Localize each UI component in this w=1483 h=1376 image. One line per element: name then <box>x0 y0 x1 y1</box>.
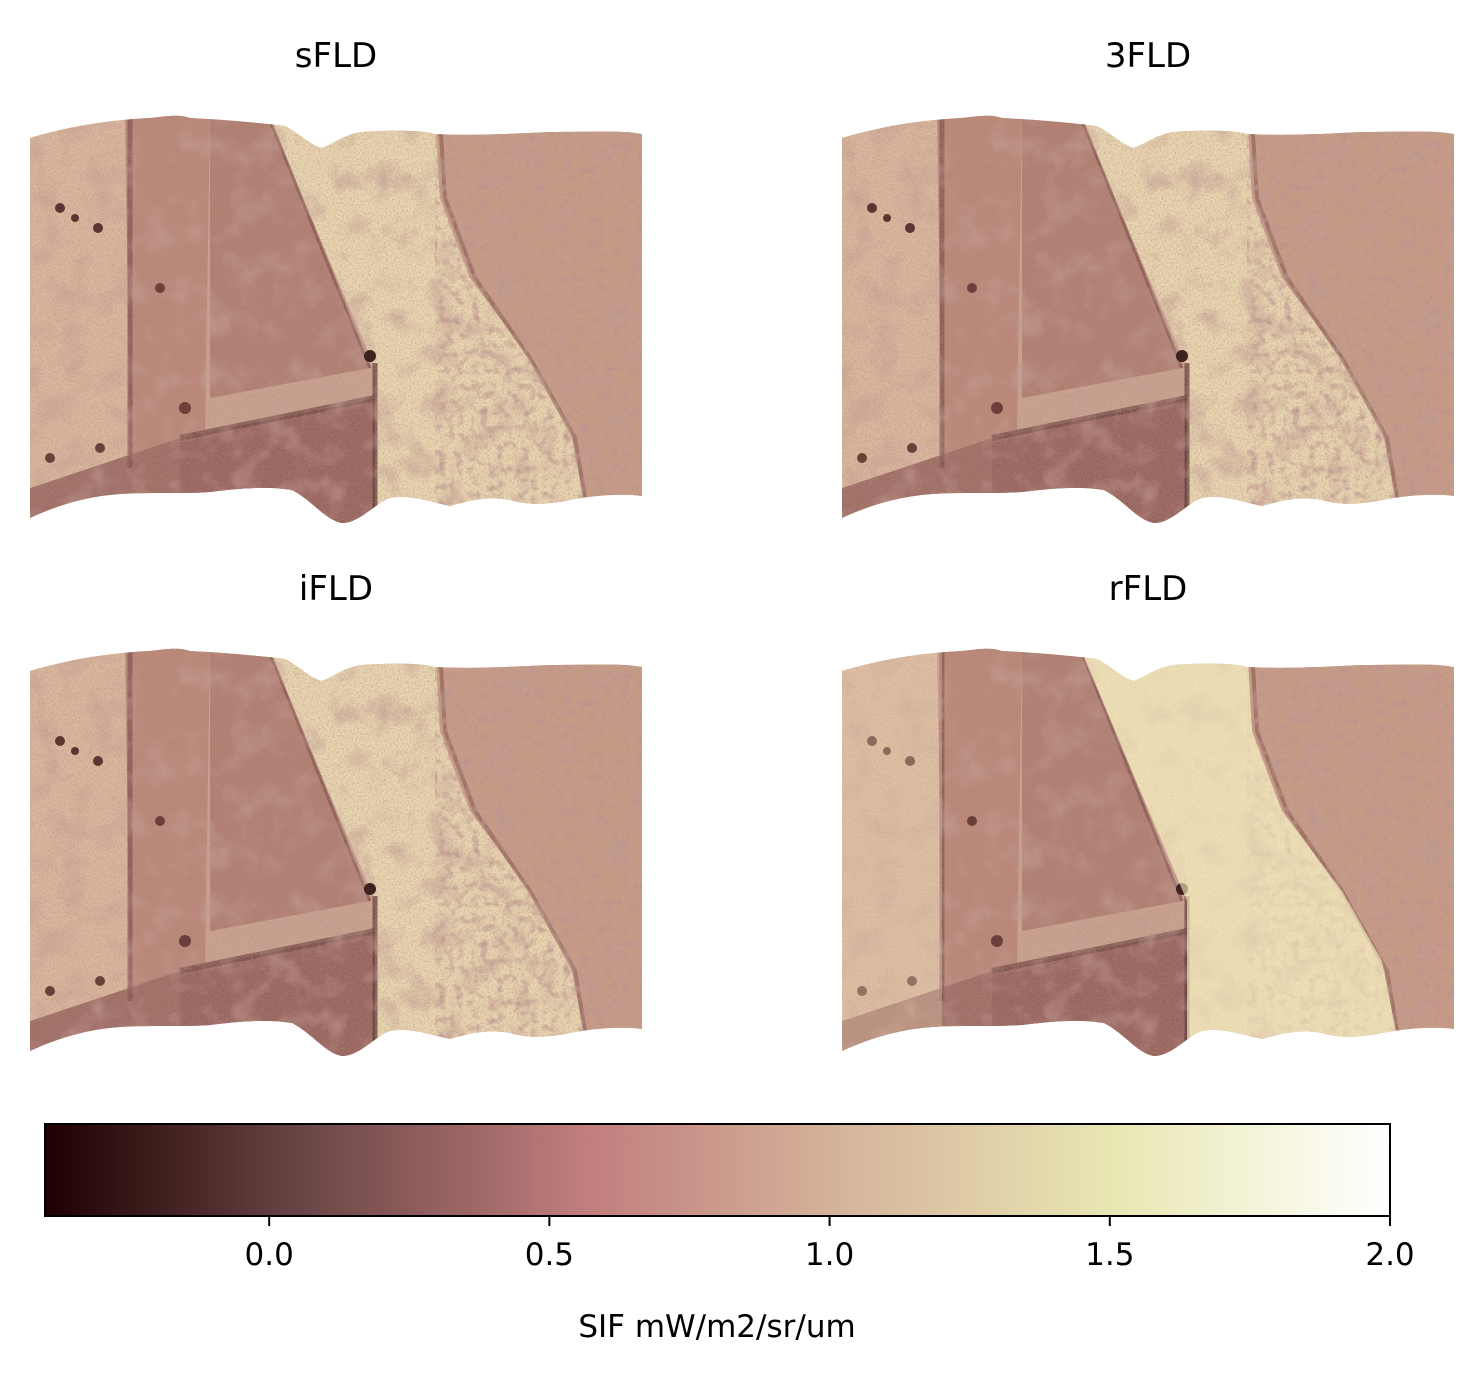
colorbar-tick-label: 1.5 <box>1085 1237 1134 1273</box>
colorbar-tick-label: 0.0 <box>245 1237 294 1273</box>
colorbar-gradient <box>44 1123 1391 1217</box>
map-panel-3fld <box>842 108 1454 528</box>
map-panel-sfld <box>30 108 642 528</box>
panel-title-ifld: iFLD <box>299 569 373 609</box>
map-panel-rfld <box>842 648 1454 1056</box>
colorbar: 0.0 0.5 1.0 1.5 2.0 SIF mW/m2/sr/um <box>44 1123 1415 1345</box>
panel-title-3fld: 3FLD <box>1105 36 1191 76</box>
colorbar-tick-label: 1.0 <box>805 1237 854 1273</box>
map-panel-ifld <box>30 641 642 1061</box>
panel-title-rfld: rFLD <box>1109 569 1188 609</box>
colorbar-label: SIF mW/m2/sr/um <box>578 1309 855 1345</box>
panel-title-sflddd: sFLD <box>295 36 377 76</box>
colorbar-tick-label: 0.5 <box>525 1237 574 1273</box>
colorbar-ticks: 0.0 0.5 1.0 1.5 2.0 <box>245 1216 1415 1273</box>
colorbar-tick-label: 2.0 <box>1365 1237 1414 1273</box>
